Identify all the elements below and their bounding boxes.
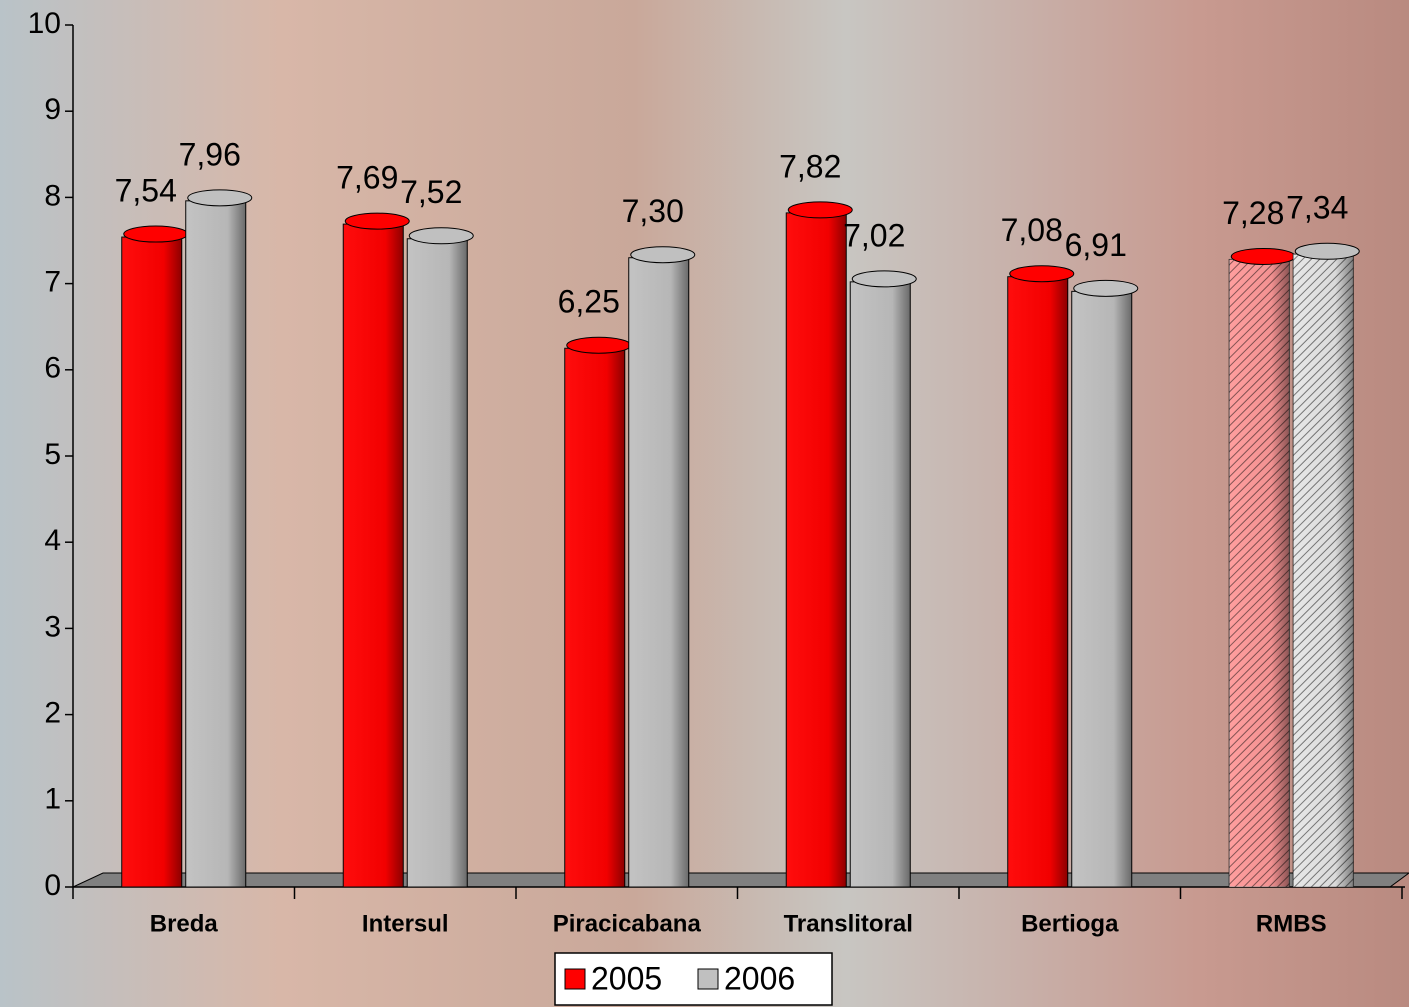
bar-top [1009, 265, 1075, 283]
x-tick-label: Bertioga [1021, 910, 1119, 937]
y-tick-label: 3 [44, 610, 61, 643]
legend-swatch [697, 968, 719, 990]
bar-shade [121, 237, 182, 887]
bar-top [344, 212, 410, 230]
bar-shade [185, 200, 246, 887]
bar-top [408, 227, 474, 245]
bar-shade [850, 281, 911, 888]
bar-top [851, 270, 917, 288]
y-tick-label: 1 [44, 783, 61, 816]
value-label: 7,08 [1001, 212, 1063, 248]
y-tick-label: 5 [44, 438, 61, 471]
value-label: 7,54 [115, 173, 177, 209]
y-tick-label: 7 [44, 266, 61, 299]
value-label: 7,30 [622, 193, 684, 229]
bar-top [1230, 247, 1296, 265]
y-tick-label: 8 [44, 179, 61, 212]
value-label: 7,82 [779, 148, 841, 184]
y-tick-label: 9 [44, 93, 61, 126]
value-label: 7,28 [1222, 195, 1284, 231]
bar-top [187, 189, 253, 207]
bar-shade [1071, 291, 1132, 887]
bar-shade [564, 348, 625, 887]
bar-top [1073, 279, 1139, 297]
bar-top [123, 225, 189, 243]
x-tick-label: Translitoral [784, 910, 913, 937]
value-label: 6,91 [1065, 227, 1127, 263]
value-label: 7,52 [400, 174, 462, 210]
legend-swatch [564, 968, 586, 990]
value-label: 7,69 [336, 160, 398, 196]
bar-top [630, 246, 696, 264]
y-tick-label: 0 [44, 869, 61, 902]
bar-shade [628, 257, 689, 887]
x-tick-label: RMBS [1256, 910, 1327, 937]
x-tick-label: Piracicabana [553, 910, 702, 937]
bar-shade [1229, 259, 1290, 887]
bar-shade [407, 238, 468, 887]
bar-shade [1293, 254, 1354, 888]
x-tick-label: Intersul [362, 910, 449, 937]
value-label: 7,34 [1286, 190, 1348, 226]
value-label: 7,02 [843, 217, 905, 253]
bar-top [1294, 242, 1360, 260]
y-tick-label: 10 [28, 7, 61, 40]
bar-shade [1007, 276, 1068, 888]
value-label: 7,96 [179, 136, 241, 172]
y-tick-label: 2 [44, 697, 61, 730]
bar-top [787, 201, 853, 219]
floor [72, 872, 1409, 888]
bar-top [566, 336, 632, 354]
legend-box [554, 952, 833, 1006]
x-tick-label: Breda [150, 910, 219, 937]
value-label: 6,25 [558, 284, 620, 320]
legend-label: 2006 [724, 960, 795, 996]
bar-shade [343, 224, 404, 887]
y-tick-label: 6 [44, 352, 61, 385]
y-tick-label: 4 [44, 524, 61, 557]
legend-label: 2005 [591, 960, 662, 996]
bar-shade [786, 212, 847, 887]
